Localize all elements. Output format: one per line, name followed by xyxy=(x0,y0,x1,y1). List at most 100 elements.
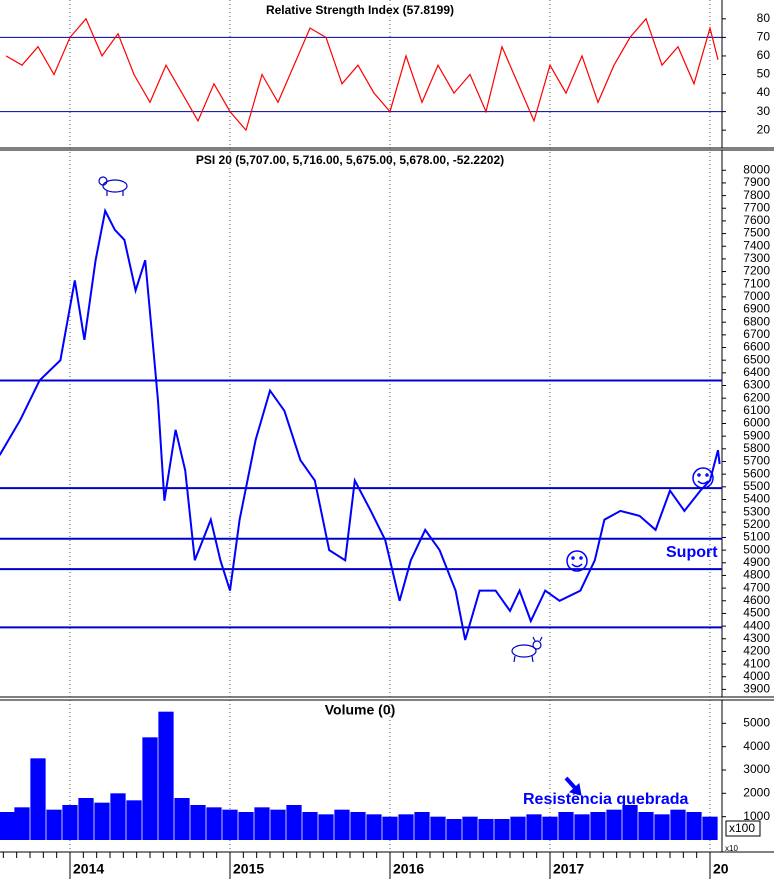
x-tick-label: 2016 xyxy=(393,861,424,877)
volume-bar xyxy=(702,816,718,840)
volume-bar xyxy=(94,802,110,840)
volume-bar xyxy=(14,807,30,840)
y-tick-label: 80 xyxy=(757,11,771,25)
y-tick-label: 6400 xyxy=(743,365,770,379)
y-tick-label: 8000 xyxy=(743,162,770,176)
y-tick-label: 4600 xyxy=(743,593,770,607)
volume-bar xyxy=(398,814,414,840)
y-tick-label: 6200 xyxy=(743,390,770,404)
volume-bar xyxy=(494,819,510,840)
y-tick-label: 6600 xyxy=(743,340,770,354)
y-tick-label: 7900 xyxy=(743,175,770,189)
y-tick-label: 6900 xyxy=(743,302,770,316)
y-tick-label: 4000 xyxy=(743,669,770,683)
y-tick-label: 5700 xyxy=(743,454,770,468)
y-tick-label: 70 xyxy=(757,30,771,44)
volume-bar xyxy=(46,809,62,840)
annotation: Suport xyxy=(666,544,718,561)
y-tick-label: 4500 xyxy=(743,606,770,620)
chart-title: Relative Strength Index (57.8199) xyxy=(266,3,454,17)
y-tick-label: 7800 xyxy=(743,188,770,202)
volume-bar xyxy=(174,798,190,840)
y-tick-label: 2000 xyxy=(743,786,770,800)
y-tick-label: 5000 xyxy=(743,716,770,730)
arrow xyxy=(564,776,582,796)
volume-bar xyxy=(430,816,446,840)
x-tick-label: 20 xyxy=(713,861,729,877)
volume-bar xyxy=(478,819,494,840)
y-tick-label: 3000 xyxy=(743,762,770,776)
volume-bar xyxy=(366,814,382,840)
volume-bar xyxy=(238,812,254,840)
volume-bar xyxy=(622,805,638,840)
volume-bar xyxy=(190,805,206,840)
y-tick-label: 4300 xyxy=(743,631,770,645)
y-tick-label: 6700 xyxy=(743,327,770,341)
volume-bar xyxy=(510,816,526,840)
x-tick-label: 2015 xyxy=(233,861,264,877)
y-tick-label: 50 xyxy=(757,67,771,81)
y-tick-label: 6100 xyxy=(743,403,770,417)
y-tick-label: 4200 xyxy=(743,644,770,658)
y-tick-label: 30 xyxy=(757,104,771,118)
y-tick-label: 5300 xyxy=(743,504,770,518)
y-tick-label: 5600 xyxy=(743,466,770,480)
volume-bar xyxy=(686,812,702,840)
volume-bar xyxy=(590,812,606,840)
chart-title: PSI 20 (5,707.00, 5,716.00, 5,675.00, 5,… xyxy=(196,153,504,167)
volume-bar xyxy=(142,737,158,840)
y-tick-label: 3900 xyxy=(743,682,770,696)
volume-bar xyxy=(606,809,622,840)
volume-bar xyxy=(222,809,238,840)
y-tick-label: 5200 xyxy=(743,517,770,531)
volume-bar xyxy=(286,805,302,840)
y-tick-label: 4700 xyxy=(743,580,770,594)
volume-bar xyxy=(654,814,670,840)
y-tick-label: 4100 xyxy=(743,656,770,670)
volume-bar xyxy=(270,809,286,840)
y-tick-label: 5500 xyxy=(743,479,770,493)
volume-bar xyxy=(574,814,590,840)
unit-label: x100 xyxy=(729,821,755,835)
volume-bar xyxy=(558,812,574,840)
y-tick-label: 7200 xyxy=(743,264,770,278)
unit-label: x10 xyxy=(725,844,738,853)
y-tick-label: 40 xyxy=(757,85,771,99)
volume-bar xyxy=(302,812,318,840)
y-tick-label: 5100 xyxy=(743,530,770,544)
volume-bar xyxy=(0,812,16,840)
y-tick-label: 4800 xyxy=(743,568,770,582)
data-line xyxy=(0,207,721,641)
y-tick-label: 4400 xyxy=(743,618,770,632)
volume-bar xyxy=(526,814,542,840)
volume-bar xyxy=(414,812,430,840)
x-tick-label: 2017 xyxy=(553,861,584,877)
y-tick-label: 60 xyxy=(757,48,771,62)
y-tick-label: 5900 xyxy=(743,428,770,442)
volume-bar xyxy=(446,819,462,840)
y-tick-label: 20 xyxy=(757,122,771,136)
volume-bar xyxy=(254,807,270,840)
y-tick-label: 4000 xyxy=(743,739,770,753)
y-tick-label: 7700 xyxy=(743,200,770,214)
x-tick-label: 2014 xyxy=(73,861,104,877)
volume-bar xyxy=(542,816,558,840)
y-tick-label: 5800 xyxy=(743,441,770,455)
y-tick-label: 6300 xyxy=(743,378,770,392)
y-tick-label: 6800 xyxy=(743,314,770,328)
volume-bar xyxy=(318,814,334,840)
y-tick-label: 5000 xyxy=(743,542,770,556)
y-tick-label: 7000 xyxy=(743,289,770,303)
volume-bar xyxy=(382,816,398,840)
y-tick-label: 7100 xyxy=(743,276,770,290)
y-tick-label: 6500 xyxy=(743,352,770,366)
volume-bar xyxy=(462,816,478,840)
volume-bar xyxy=(78,798,94,840)
volume-bar xyxy=(670,809,686,840)
y-tick-label: 1000 xyxy=(743,809,770,823)
y-tick-label: 7400 xyxy=(743,238,770,252)
chart-title: Volume (0) xyxy=(325,702,396,718)
y-tick-label: 6000 xyxy=(743,416,770,430)
